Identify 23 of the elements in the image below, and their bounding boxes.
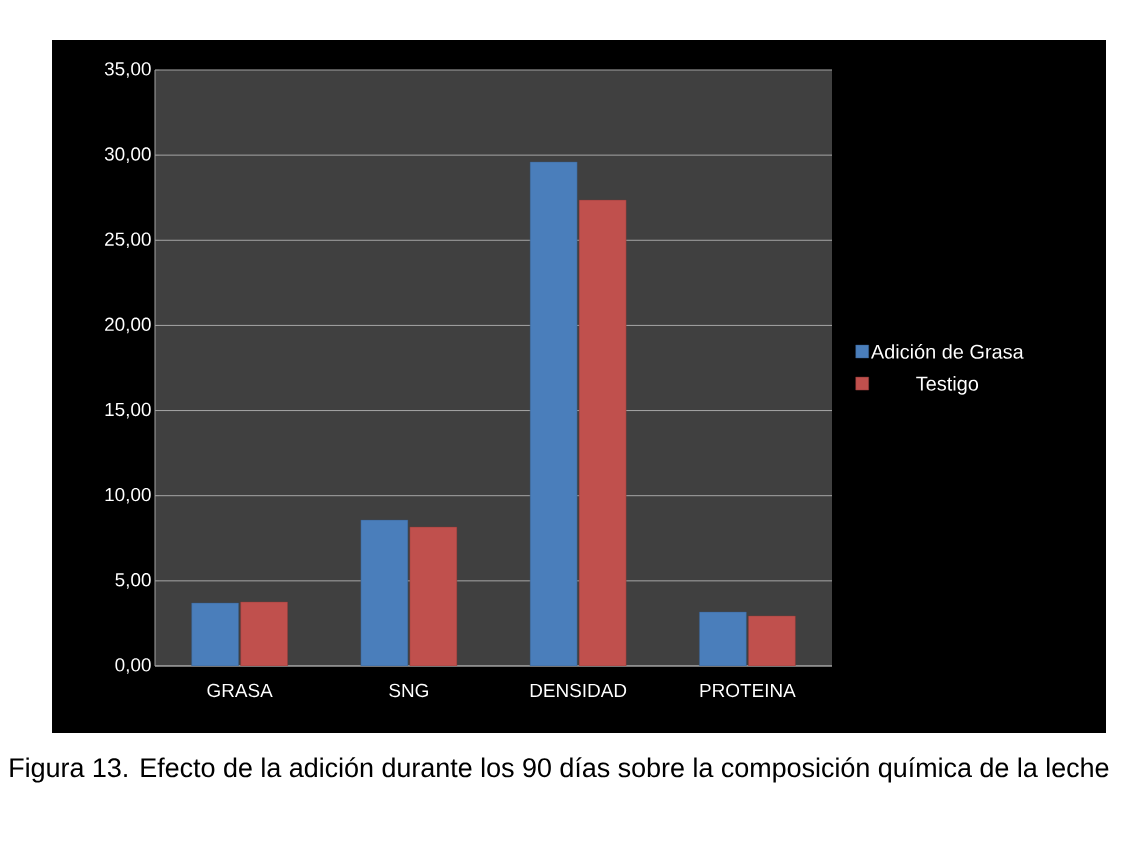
y-tick-label: 25,00 [105,232,151,249]
text: Figura 13. Efecto de la adición durante los 90 días sobre la composición química de la leche [10,757,1109,783]
x-tick-label: DENSIDAD [530,683,627,698]
bar [240,601,288,666]
bar [191,602,239,666]
y-tick-label: 35,00 [104,62,151,78]
x-tick-label: GRASA [207,683,273,698]
bar [529,161,578,666]
y-tick-label: 15,00 [105,402,151,419]
x-tick-label: SNG [389,683,428,698]
legend-label: Adición de Grasa [870,343,1024,359]
bar [748,615,796,666]
y-tick-label: 0,00 [115,658,151,674]
y-tick-label: 20,00 [105,317,151,334]
y-tick-label: 5,00 [115,573,151,589]
bar [360,519,409,666]
y-tick-label: 10,00 [105,487,151,504]
x-tick-label: PROTEINA [700,683,796,698]
bar [409,526,458,666]
y-tick-label: 30,00 [104,147,151,163]
legend-label: Testigo [916,376,979,395]
bar [578,199,627,666]
bar [699,611,747,666]
